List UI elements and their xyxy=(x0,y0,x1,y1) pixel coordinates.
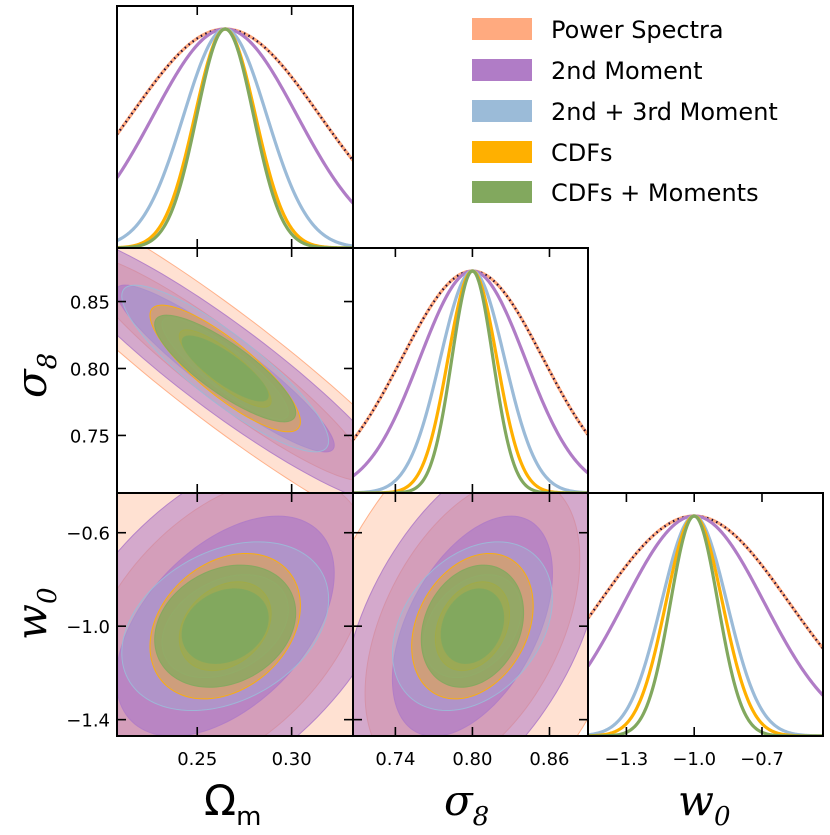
x-axis-label-sigma-8: σ8 xyxy=(444,776,489,832)
y-axis-label-sigma-8: σ8 xyxy=(7,353,63,398)
y-tick-label-w_0-1: −1.0 xyxy=(66,617,110,638)
x-tick-label-w_0-2: −0.7 xyxy=(740,749,784,770)
y-tick-label-w_0-2: −0.6 xyxy=(66,524,110,545)
marginal-w_0-cdfs xyxy=(588,514,823,736)
marginal-sigma_8-power-spectra-dots xyxy=(353,269,588,441)
marginal-omega_m-power-spectra-dots xyxy=(117,27,353,162)
marginal-omega_m-2nd-moment xyxy=(117,27,353,205)
panel-border-2-2 xyxy=(587,492,824,737)
x-tick-label-omega_m-0: 0.25 xyxy=(177,749,217,770)
contour-omega_m-sigma_8-cdfs-moments-1sigma xyxy=(181,335,269,402)
x-tick-label-w_0-0: −1.3 xyxy=(605,749,649,770)
y-tick-label-sigma_8-0: 0.75 xyxy=(70,426,110,447)
x-tick-label-omega_m-1: 0.30 xyxy=(272,749,312,770)
x-tick-label-w_0-1: −1.0 xyxy=(672,749,716,770)
legend-label-power-spectra: Power Spectra xyxy=(551,16,724,44)
legend-swatch-power-spectra xyxy=(472,18,532,40)
contour-omega_m-w_0-cdfs-moments-1sigma xyxy=(181,588,269,664)
legend-label-2nd-moment: 2nd Moment xyxy=(551,57,703,85)
x-axis-label-omega-m: Ωm xyxy=(204,776,261,832)
contour-sigma_8-w_0-cdfs-moments-1sigma xyxy=(440,588,505,664)
marginal-omega_m-2nd-3rd-moment xyxy=(117,27,353,248)
x-tick-label-sigma_8-0: 0.74 xyxy=(375,749,415,770)
marginal-sigma_8-power-spectra xyxy=(353,269,588,441)
x-tick-label-sigma_8-1: 0.80 xyxy=(452,749,492,770)
marginal-w_0-cdfs-moments xyxy=(588,514,823,736)
panel-border-1-1 xyxy=(352,247,589,494)
marginal-w_0-power-spectra-dots xyxy=(588,514,823,650)
legend-label-cdfs-moments: CDFs + Moments xyxy=(551,179,759,207)
x-tick-label-sigma_8-2: 0.86 xyxy=(529,749,569,770)
x-axis-label-w0: w0 xyxy=(678,776,731,832)
legend-swatch-cdfs-moments xyxy=(472,181,532,203)
legend: Power Spectra 2nd Moment 2nd + 3rd Momen… xyxy=(472,16,778,207)
marginal-omega_m-power-spectra xyxy=(117,27,353,162)
marginal-omega_m-cdfs xyxy=(117,27,353,248)
y-tick-label-sigma_8-1: 0.80 xyxy=(70,359,110,380)
marginal-w_0-2nd-3rd-moment xyxy=(588,514,823,736)
legend-swatch-cdfs xyxy=(472,141,532,163)
y-tick-label-w_0-0: −1.4 xyxy=(66,711,110,732)
marginal-omega_m-cdfs-moments xyxy=(117,27,353,248)
legend-swatch-2nd-3rd-moment xyxy=(472,100,532,122)
y-axis-label-w0: w0 xyxy=(7,588,63,641)
legend-swatch-2nd-moment xyxy=(472,59,532,81)
legend-label-cdfs: CDFs xyxy=(551,139,613,167)
legend-label-2nd-3rd-moment: 2nd + 3rd Moment xyxy=(551,98,778,126)
marginal-w_0-2nd-moment xyxy=(588,514,823,697)
y-tick-label-sigma_8-2: 0.85 xyxy=(70,293,110,314)
